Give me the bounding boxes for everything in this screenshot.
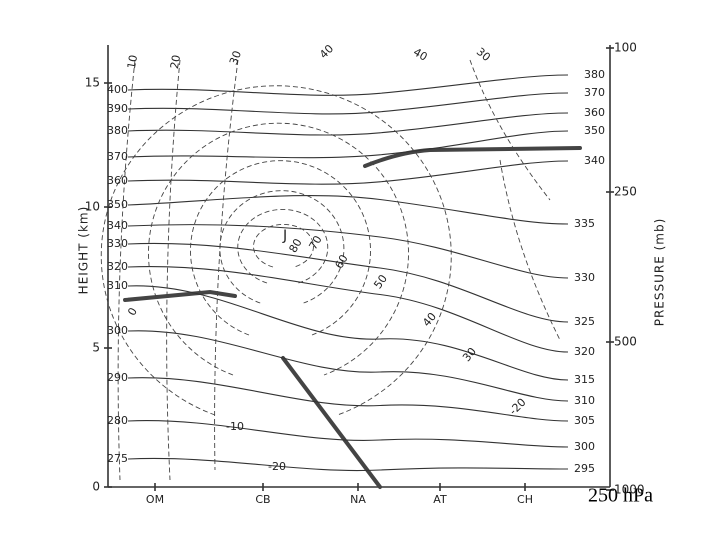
isotach-label: 10 <box>125 54 140 70</box>
right-tick-label: 1000 <box>614 483 645 497</box>
isotach <box>253 224 314 268</box>
isentrope <box>127 377 569 422</box>
isentrope <box>127 242 569 323</box>
x-tick-label: NA <box>350 493 366 506</box>
isotach <box>100 85 452 416</box>
isotach-label: 30 <box>460 345 479 364</box>
right-axis-title: PRESSURE (mb) <box>653 218 667 327</box>
isentrope-label: 350 <box>107 198 128 211</box>
isentrope-label: 380 <box>584 68 605 81</box>
isentrope-label: 380 <box>107 124 128 137</box>
right-tick-label: 500 <box>614 335 637 349</box>
isentrope-label: 340 <box>107 219 128 232</box>
isotach-label: 80 <box>286 236 304 255</box>
isentrope-label: 300 <box>574 440 595 453</box>
right-tick-label: 100 <box>614 41 637 55</box>
isotach-label: 40 <box>420 310 439 329</box>
isentrope-label: 370 <box>107 150 128 163</box>
left-tick-label: 15 <box>85 76 100 90</box>
isotach <box>190 160 371 336</box>
isotach-label: 70 <box>306 233 324 252</box>
isotach-label: 20 <box>168 54 183 70</box>
isotach-label: 40 <box>317 42 336 61</box>
isotach <box>117 59 136 481</box>
isotach-label: 30 <box>227 49 244 67</box>
isentrope-label: 295 <box>574 462 595 475</box>
isentrope-label: 335 <box>574 217 595 230</box>
isotach <box>148 122 409 376</box>
isentrope <box>127 330 569 402</box>
left-tick-label: 10 <box>85 200 100 214</box>
isotach <box>219 190 345 304</box>
left-axis-title: HEIGHT (km) <box>77 206 91 295</box>
x-tick-label: AT <box>433 493 447 506</box>
isentrope-label: 370 <box>584 86 605 99</box>
isentrope <box>127 130 569 159</box>
isotach-label: 40 <box>411 45 430 63</box>
isotach <box>166 59 181 481</box>
isentrope-label: 360 <box>584 106 605 119</box>
jet-label: J <box>282 228 287 244</box>
isentrope-label: 320 <box>107 260 128 273</box>
x-tick-label: OM <box>146 493 164 506</box>
isotach-label: -10 <box>226 420 244 433</box>
isotach-label: 50 <box>371 272 390 291</box>
isotach-label: -20 <box>507 396 529 418</box>
isentrope <box>127 265 569 353</box>
left-tick-label: 5 <box>92 341 100 355</box>
x-tick-label: CB <box>255 493 270 506</box>
isentrope <box>127 420 569 448</box>
front <box>281 356 382 489</box>
isentrope-label: 390 <box>107 102 128 115</box>
isentrope-label: 310 <box>107 279 128 292</box>
isentrope-label: 320 <box>574 345 595 358</box>
isotach <box>237 209 329 284</box>
isentrope-label: 400 <box>107 83 128 96</box>
isotach <box>499 159 561 341</box>
isentrope <box>127 92 569 115</box>
isentrope <box>127 224 569 279</box>
tropopause-high <box>363 146 582 168</box>
isotach-label: 30 <box>474 45 493 64</box>
isentrope-label: 315 <box>574 373 595 386</box>
tropopause-low <box>123 289 237 302</box>
isotach <box>469 59 551 201</box>
isotach <box>214 59 239 471</box>
isentrope-label: 330 <box>574 271 595 284</box>
isentrope-label: 360 <box>107 174 128 187</box>
isentrope <box>127 112 569 136</box>
caption: 250 hPa <box>588 485 653 507</box>
isotach-label: 0 <box>125 305 140 318</box>
isentrope-label: 330 <box>107 237 128 250</box>
isentrope-label: 300 <box>107 324 128 337</box>
isentrope <box>127 194 569 225</box>
isentrope-label: 325 <box>574 315 595 328</box>
isentrope-label: 350 <box>584 124 605 137</box>
isentrope-label: 340 <box>584 154 605 167</box>
isentrope-label: 310 <box>574 394 595 407</box>
left-tick-label: 0 <box>92 480 100 494</box>
isentrope <box>127 285 569 381</box>
isotach-label: -20 <box>268 460 286 473</box>
isentrope <box>127 160 569 185</box>
isentrope-label: 290 <box>107 371 128 384</box>
layout <box>100 45 614 491</box>
isentrope <box>127 74 569 96</box>
right-tick-label: 250 <box>614 185 637 199</box>
isentrope-label: 305 <box>574 414 595 427</box>
x-tick-label: CH <box>517 493 533 506</box>
isotach-label: 60 <box>332 252 350 271</box>
isentrope-label: 280 <box>107 414 128 427</box>
isentrope-label: 275 <box>107 452 128 465</box>
isentrope <box>127 457 569 472</box>
